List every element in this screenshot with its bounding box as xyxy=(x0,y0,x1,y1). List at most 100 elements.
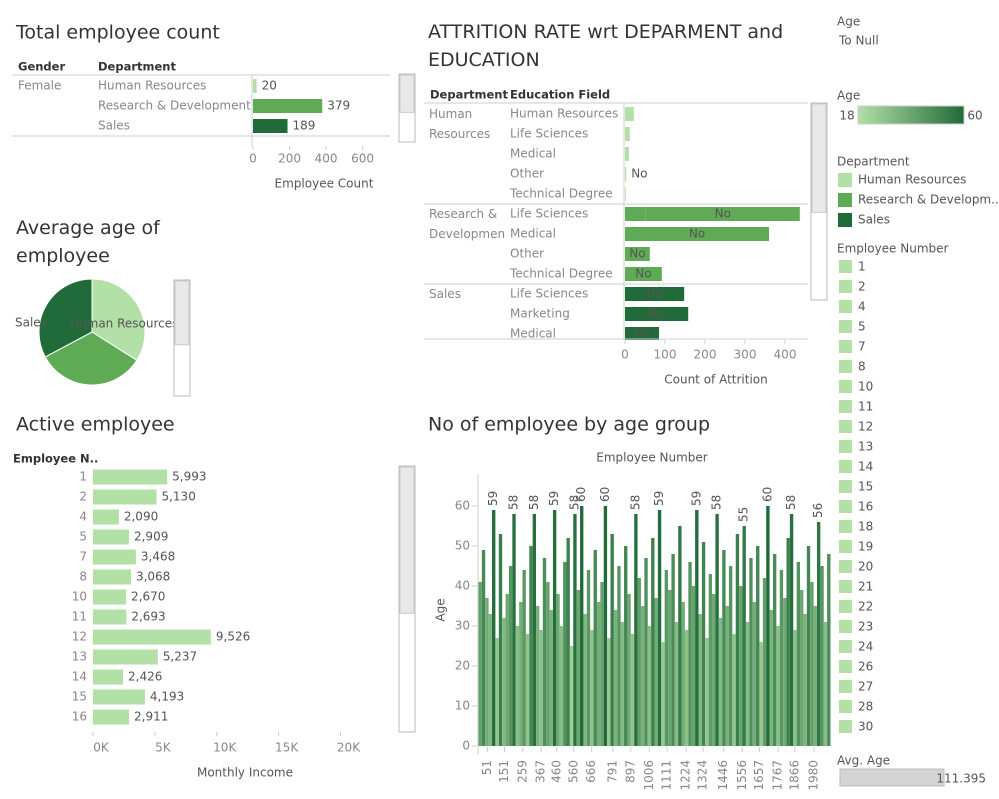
row-label: 10 xyxy=(72,590,87,604)
value-label: 2,693 xyxy=(131,610,165,624)
column-header: Education Field xyxy=(510,88,610,102)
filter-checkbox[interactable] xyxy=(839,540,852,553)
chart-title: ATTRITION RATE wrt DEPARMENT and EDUCATI… xyxy=(428,21,784,71)
attrition-rows: Human Resources Human Resources Life Scien… xyxy=(424,107,808,341)
legend-title: Age xyxy=(837,89,860,103)
department-label: Human Resources xyxy=(98,79,206,93)
slider-track[interactable] xyxy=(839,768,945,787)
filter-item: 22 xyxy=(858,600,873,614)
filter-item: 10 xyxy=(858,380,873,394)
column xyxy=(793,630,797,746)
filter-checkbox[interactable] xyxy=(839,720,852,733)
column xyxy=(681,602,685,746)
data-label: 59 xyxy=(689,491,703,506)
column xyxy=(478,582,482,746)
column xyxy=(586,570,591,746)
filter-checkbox[interactable] xyxy=(839,460,852,473)
filter-checkbox[interactable] xyxy=(839,680,852,693)
filter-checkbox[interactable] xyxy=(839,620,852,633)
filter-checkbox[interactable] xyxy=(839,600,852,613)
row-label: 11 xyxy=(72,610,87,624)
filter-item: 1 xyxy=(858,260,866,274)
column xyxy=(664,570,669,746)
segment-label: No xyxy=(634,327,650,341)
column xyxy=(827,554,831,746)
filter-checkbox[interactable] xyxy=(839,260,852,273)
filter-checkbox[interactable] xyxy=(839,520,852,533)
column xyxy=(566,538,570,746)
filter-checkbox[interactable] xyxy=(839,380,852,393)
scroll-thumb xyxy=(399,466,415,614)
column xyxy=(495,638,499,746)
filter-checkbox[interactable] xyxy=(839,440,852,453)
column xyxy=(651,538,655,746)
bar-segment xyxy=(625,227,769,241)
filter-checkbox[interactable] xyxy=(839,420,852,433)
bar xyxy=(93,629,211,645)
filter-checkbox[interactable] xyxy=(839,320,852,333)
column xyxy=(671,554,675,746)
column xyxy=(563,562,567,746)
column xyxy=(515,626,520,746)
column xyxy=(823,622,828,746)
filter-checkbox[interactable] xyxy=(839,340,852,353)
bar-segment xyxy=(625,207,646,221)
column xyxy=(718,618,723,746)
filter-checkbox[interactable] xyxy=(839,280,852,293)
data-label: 58 xyxy=(567,495,581,510)
x-tick-label: 400 xyxy=(315,152,338,166)
row-label: 5 xyxy=(79,530,87,544)
x-tick-label: 300 xyxy=(734,348,757,362)
column xyxy=(745,622,750,746)
filter-checkbox[interactable] xyxy=(839,560,852,573)
segment-label: No xyxy=(631,167,647,181)
column xyxy=(580,506,584,746)
bar-segment xyxy=(625,147,629,161)
bar xyxy=(93,549,136,565)
legend-swatch xyxy=(838,213,852,227)
legend-label: Human Resources xyxy=(858,173,966,187)
filter-item: 30 xyxy=(858,720,873,734)
filter-item: 19 xyxy=(858,540,873,554)
value-label: 4,193 xyxy=(150,690,184,704)
filter-checkbox[interactable] xyxy=(839,640,852,653)
department-label: Research & Development xyxy=(429,207,506,248)
value-label: 3,068 xyxy=(136,570,170,584)
filter-checkbox[interactable] xyxy=(839,580,852,593)
data-label: 59 xyxy=(486,491,500,506)
filter-checkbox[interactable] xyxy=(839,500,852,513)
chart-title-box: Average age of employee xyxy=(16,217,160,267)
filter-checkbox[interactable] xyxy=(839,660,852,673)
column xyxy=(576,590,581,746)
filter-checkbox[interactable] xyxy=(839,360,852,373)
column xyxy=(529,546,533,746)
column xyxy=(485,598,489,746)
column xyxy=(722,550,726,746)
bar-segment xyxy=(625,107,634,121)
segment-label: No xyxy=(689,227,705,241)
x-tick-label: 666 xyxy=(584,760,598,783)
column xyxy=(593,550,597,746)
filter-checkbox[interactable] xyxy=(839,700,852,713)
bar xyxy=(93,489,157,505)
y-tick-label: 0 xyxy=(462,739,470,753)
bar-segment xyxy=(625,127,630,141)
legend-label: Research & Developm.. xyxy=(858,193,999,207)
column xyxy=(688,562,692,746)
data-label: 58 xyxy=(710,495,724,510)
value-label: 2,426 xyxy=(128,670,162,684)
x-tick-label: 1866 xyxy=(787,760,801,791)
row-label: 14 xyxy=(72,670,87,684)
column xyxy=(803,614,807,746)
column xyxy=(725,606,729,746)
filter-checkbox[interactable] xyxy=(839,480,852,493)
field-label: Life Sciences xyxy=(510,127,588,141)
column xyxy=(620,622,625,746)
chart-title-box: ATTRITION RATE wrt DEPARMENT and EDUCATI… xyxy=(428,21,784,71)
filter-checkbox[interactable] xyxy=(839,300,852,313)
bar-segment xyxy=(625,267,662,281)
filter-item: 11 xyxy=(858,400,873,414)
x-tick-label: 51 xyxy=(480,760,494,775)
filter-item: 13 xyxy=(858,440,873,454)
filter-checkbox[interactable] xyxy=(839,400,852,413)
